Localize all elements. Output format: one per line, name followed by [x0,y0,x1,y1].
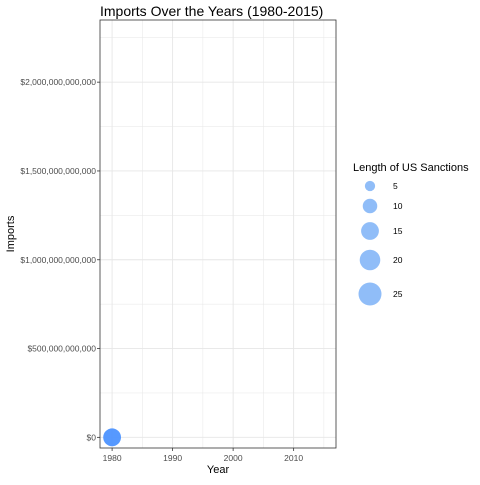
y-axis-label: Imports [5,215,17,252]
plot-border [99,19,337,449]
legend-key [358,282,382,306]
y-tick-label: $2,000,000,000,000 [20,77,96,87]
legend-key [364,180,376,192]
legend-label: 5 [393,181,398,191]
legend: Length of US Sanctions 5 10 15 20 25 [353,162,469,306]
legend-key [361,222,379,240]
legend-label: 20 [393,255,403,265]
y-tick-label: $500,000,000,000 [27,344,96,354]
legend-title: Length of US Sanctions [353,162,469,174]
chart-title: Imports Over the Years (1980-2015) [100,3,323,19]
legend-label: 15 [393,226,403,236]
y-tick-label: $1,000,000,000,000 [20,255,96,265]
legend-key [362,198,378,214]
data-point [103,428,122,447]
y-tick-label: $0 [87,432,97,442]
legend-key [359,249,381,271]
x-tick-label: 2000 [224,453,243,463]
legend-label: 25 [393,289,403,299]
x-axis-label: Year [207,464,230,476]
y-tick-label: $1,500,000,000,000 [20,166,96,176]
x-tick-label: 1990 [163,453,182,463]
legend-label: 10 [393,201,403,211]
x-tick-label: 1980 [103,453,122,463]
x-tick-label: 2010 [284,453,303,463]
